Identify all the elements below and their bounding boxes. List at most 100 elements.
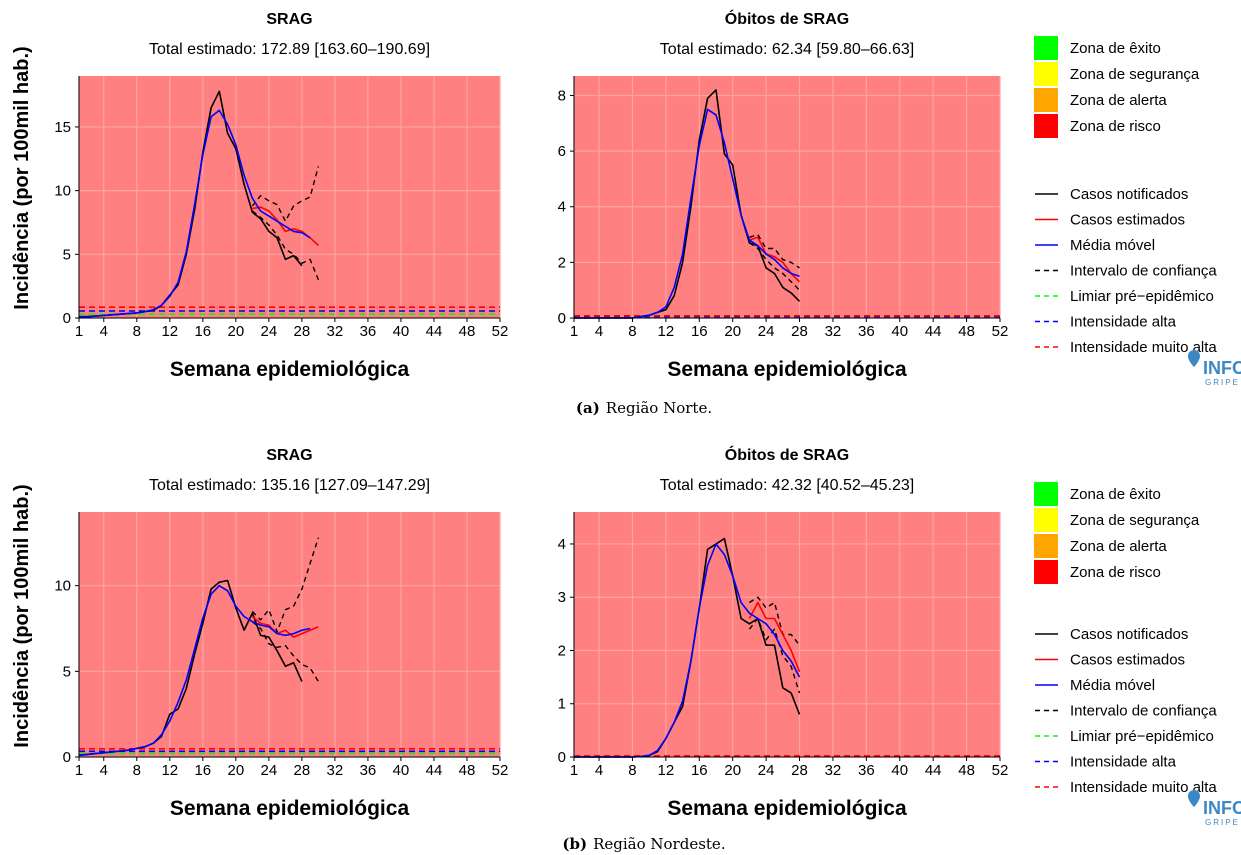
legend-zone-label: Zona de risco	[1070, 118, 1161, 135]
x-tick-label: 4	[100, 323, 108, 340]
x-axis-label: Semana epidemiológica	[667, 358, 907, 381]
x-tick-label: 16	[194, 762, 211, 779]
x-tick-label: 24	[758, 762, 775, 779]
x-tick-label: 12	[658, 762, 675, 779]
chart-panel-norte-obitos: Óbitos de SRAG Total estimado: 62.34 [59.…	[558, 9, 1009, 381]
y-tick-label: 10	[54, 578, 71, 595]
chart-panel-nordeste-srag: SRAG Total estimado: 135.16 [127.09–147.2…	[54, 447, 508, 820]
x-tick-label: 52	[492, 323, 509, 340]
x-tick-label: 44	[426, 762, 443, 779]
y-tick-label: 8	[558, 87, 566, 104]
plot-background	[79, 76, 500, 318]
chart-subtitle: Total estimado: 42.32 [40.52–45.23]	[660, 477, 914, 494]
legend-zone-swatch	[1034, 508, 1058, 532]
legend-line-label: Média móvel	[1070, 237, 1155, 254]
x-tick-label: 44	[925, 323, 942, 340]
chart-title: Óbitos de SRAG	[725, 445, 849, 464]
chart-subtitle: Total estimado: 172.89 [163.60–190.69]	[149, 41, 430, 58]
logo-subtext: GRIPE	[1205, 818, 1240, 827]
x-tick-label: 20	[227, 323, 244, 340]
x-tick-label: 1	[570, 762, 578, 779]
y-tick-label: 1	[558, 696, 566, 713]
y-tick-label: 0	[63, 310, 71, 327]
legend-line-label: Intensidade muito alta	[1070, 339, 1217, 356]
x-tick-label: 16	[691, 762, 708, 779]
caption-b: (b) Região Nordeste.	[562, 835, 725, 853]
x-tick-label: 36	[858, 762, 875, 779]
legend-line-label: Casos estimados	[1070, 212, 1185, 229]
logo-pin-icon	[1188, 350, 1200, 367]
x-tick-label: 36	[360, 762, 377, 779]
chart-panel-nordeste-obitos: Óbitos de SRAG Total estimado: 42.32 [40.…	[558, 445, 1009, 820]
x-tick-label: 40	[393, 323, 410, 340]
legend-zone-label: Zona de segurança	[1070, 66, 1200, 83]
x-tick-label: 52	[992, 762, 1009, 779]
y-tick-label: 15	[54, 119, 71, 136]
x-tick-label: 48	[958, 323, 975, 340]
y-tick-label: 0	[558, 310, 566, 327]
legend-zone-label: Zona de segurança	[1070, 512, 1200, 529]
series-line-ic-superior	[251, 537, 320, 633]
x-tick-label: 4	[595, 323, 603, 340]
series-line-casos-estimados	[251, 615, 319, 638]
legend-zone-label: Zona de alerta	[1070, 92, 1167, 109]
plot-background	[574, 76, 1000, 318]
legend-zone-swatch	[1034, 114, 1058, 138]
legend-top: Zona de êxito Zona de segurança Zona de al…	[1034, 36, 1217, 356]
x-tick-label: 28	[791, 762, 808, 779]
legend-line-label: Casos notificados	[1070, 626, 1188, 643]
x-tick-label: 28	[294, 323, 311, 340]
legend-zone-swatch	[1034, 62, 1058, 86]
caption-a: (a) Região Norte.	[576, 399, 712, 417]
logo-text: INFO	[1203, 358, 1241, 378]
x-tick-label: 12	[161, 323, 178, 340]
x-tick-label: 36	[858, 323, 875, 340]
legend-zone-swatch	[1034, 534, 1058, 558]
x-tick-label: 16	[194, 323, 211, 340]
x-tick-label: 20	[227, 762, 244, 779]
legend-line-label: Intervalo de confiança	[1070, 263, 1217, 280]
x-tick-label: 28	[294, 762, 311, 779]
legend-line-label: Casos notificados	[1070, 186, 1188, 203]
x-tick-label: 40	[393, 762, 410, 779]
x-tick-label: 4	[100, 762, 108, 779]
series-line-casos-estimados	[748, 601, 801, 673]
legend-line-label: Intensidade alta	[1070, 314, 1177, 331]
chart-title: Óbitos de SRAG	[725, 9, 849, 28]
caption-b-text: Região Nordeste.	[593, 835, 726, 853]
chart-title: SRAG	[266, 447, 312, 464]
x-tick-label: 48	[958, 762, 975, 779]
legend-bottom: Zona de êxito Zona de segurança Zona de al…	[1034, 482, 1217, 796]
y-tick-label: 6	[558, 143, 566, 160]
plot-background	[574, 512, 1000, 757]
x-tick-label: 24	[261, 762, 278, 779]
x-tick-label: 24	[261, 323, 278, 340]
legend-zone-label: Zona de êxito	[1070, 486, 1161, 503]
series-line-ic-superior	[749, 596, 801, 646]
x-tick-label: 32	[825, 762, 842, 779]
chart-subtitle: Total estimado: 62.34 [59.80–66.63]	[660, 41, 914, 58]
x-tick-label: 32	[327, 762, 344, 779]
x-tick-label: 8	[133, 323, 141, 340]
y-tick-label: 10	[54, 183, 71, 200]
x-tick-label: 1	[75, 323, 83, 340]
legend-line-label: Intervalo de confiança	[1070, 703, 1217, 720]
legend-line-label: Limiar pré−epidêmico	[1070, 728, 1214, 745]
series-line-m-dia-m-vel	[78, 584, 311, 757]
y-axis-label-top: Incidência (por 100mil hab.)	[11, 46, 33, 309]
x-tick-label: 16	[691, 323, 708, 340]
caption-a-label: (a)	[576, 399, 600, 417]
x-tick-label: 36	[360, 323, 377, 340]
x-tick-label: 48	[459, 323, 476, 340]
legend-zone-swatch	[1034, 36, 1058, 60]
x-tick-label: 44	[426, 323, 443, 340]
legend-line-label: Intensidade muito alta	[1070, 779, 1217, 796]
y-tick-label: 2	[558, 642, 566, 659]
x-tick-label: 48	[459, 762, 476, 779]
x-tick-label: 52	[992, 323, 1009, 340]
logo-subtext: GRIPE	[1205, 378, 1240, 387]
x-tick-label: 20	[724, 762, 741, 779]
x-axis-label: Semana epidemiológica	[667, 797, 907, 820]
x-tick-label: 8	[133, 762, 141, 779]
